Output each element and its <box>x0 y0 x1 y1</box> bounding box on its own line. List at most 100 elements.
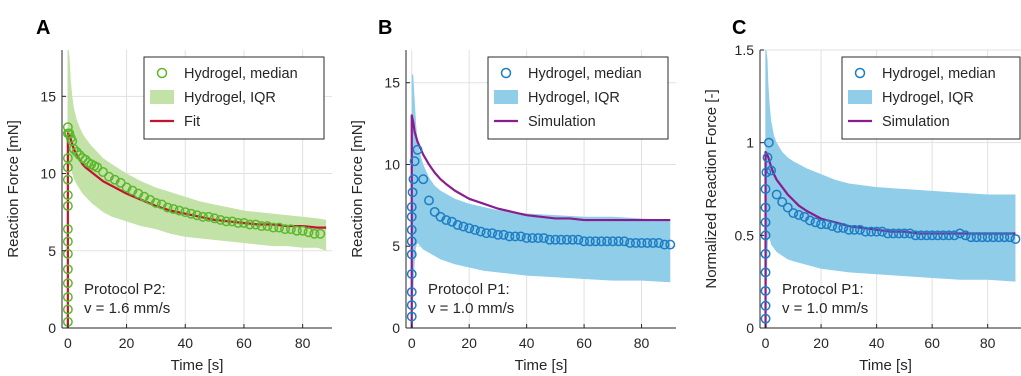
panel-c: C 0 20 40 60 80 0 0.5 1 1.5 Time [s] Normalized Rea… <box>703 17 1021 374</box>
x-axis-label: Time [s] <box>859 357 912 374</box>
legend-entry-label: Hydrogel, median <box>882 66 996 82</box>
median-point <box>406 202 417 212</box>
legend-entry-label: Fit <box>184 114 200 130</box>
median-point <box>832 222 843 233</box>
median-point <box>943 230 954 241</box>
x-tick-label: 80 <box>295 335 311 351</box>
median-point <box>760 184 771 194</box>
median-point <box>197 211 208 222</box>
legend: Hydrogel, median Hydrogel, IQR Simulation <box>487 56 669 140</box>
median-point <box>805 215 815 226</box>
median-point <box>932 230 943 241</box>
legend-marker-swatch <box>156 67 168 79</box>
median-point <box>262 221 273 232</box>
x-tick-label: 20 <box>119 335 135 351</box>
y-tick-label: 10 <box>40 166 56 182</box>
median-point <box>855 224 865 235</box>
median-point <box>544 234 555 245</box>
median-point <box>168 204 179 215</box>
median-point <box>816 219 827 230</box>
median-point <box>209 213 220 224</box>
median-point <box>452 220 463 230</box>
median-point <box>810 217 821 228</box>
median-point <box>625 238 635 248</box>
panel-letter: A <box>36 17 50 39</box>
x-tick-label: 40 <box>519 335 535 351</box>
median-point <box>62 264 73 275</box>
median-point <box>596 236 607 247</box>
median-point <box>285 224 296 235</box>
median-point <box>424 195 434 206</box>
median-point <box>441 215 452 226</box>
median-point <box>888 228 899 239</box>
median-point <box>899 228 910 239</box>
median-point <box>573 234 584 245</box>
protocol-name: Protocol P2: <box>84 281 166 298</box>
median-point <box>838 222 849 233</box>
median-point <box>567 234 578 245</box>
median-point <box>62 236 73 247</box>
median-point <box>239 218 249 228</box>
median-point <box>62 304 73 315</box>
median-point <box>760 217 771 228</box>
plot-area <box>62 50 327 328</box>
y-tick-label: 10 <box>384 156 400 172</box>
median-point <box>412 144 423 155</box>
y-tick-label: 0 <box>392 320 400 336</box>
median-point <box>761 167 772 178</box>
median-point <box>62 278 73 289</box>
median-point <box>139 191 150 202</box>
median-point <box>760 267 771 278</box>
median-point <box>145 194 155 205</box>
median-point <box>62 153 73 164</box>
median-point <box>406 236 417 247</box>
median-point <box>62 292 73 303</box>
median-point <box>893 228 904 239</box>
median-point <box>866 226 877 237</box>
protocol-annotation: Protocol P1: v = 1.0 mm/s <box>428 281 514 317</box>
median-point <box>607 236 618 247</box>
median-point <box>127 185 138 196</box>
median-point <box>760 248 771 259</box>
median-point <box>966 232 976 243</box>
median-point <box>121 182 132 193</box>
median-point <box>843 224 854 235</box>
panel-letter: C <box>732 17 746 39</box>
x-tick-label: 20 <box>813 335 829 351</box>
median-point <box>62 122 73 133</box>
y-tick-label: 15 <box>384 75 400 91</box>
protocol-name: Protocol P1: <box>428 281 510 298</box>
median-point <box>533 233 544 244</box>
legend-marker-swatch <box>854 67 866 79</box>
legend: Hydrogel, median Hydrogel, IQR Fit <box>143 56 325 140</box>
iqr-band <box>765 50 1016 328</box>
y-tick-label: 5 <box>48 243 56 259</box>
median-point <box>418 174 429 185</box>
x-tick-label: 20 <box>461 335 477 351</box>
median-point <box>793 210 804 220</box>
y-tick-label: 0 <box>48 320 56 336</box>
median-markers <box>406 144 676 322</box>
median-point <box>156 199 167 210</box>
x-tick-label: 80 <box>634 335 650 351</box>
legend-entry-label: Hydrogel, IQR <box>882 90 974 106</box>
median-point <box>274 222 285 233</box>
y-tick-label: 0 <box>746 320 754 336</box>
median-point <box>527 233 538 244</box>
y-tick-label: 15 <box>40 88 56 104</box>
panel-b: B 0 20 40 60 80 0 5 10 15 Time [s] Reaction Force [… <box>349 17 676 374</box>
median-point <box>827 221 838 232</box>
median-point <box>642 238 653 248</box>
median-point <box>464 223 475 234</box>
median-point <box>221 216 232 227</box>
y-axis-label: Normalized Reaction Force [-] <box>703 89 720 288</box>
y-axis-label: Reaction Force [mN] <box>349 120 366 258</box>
median-point <box>782 202 793 213</box>
median-point <box>504 231 515 242</box>
median-point <box>636 238 647 248</box>
median-point <box>406 224 417 235</box>
median-point <box>406 287 417 297</box>
protocol-annotation: Protocol P2: v = 1.6 mm/s <box>84 281 170 317</box>
legend: Hydrogel, median Hydrogel, IQR Simulation <box>841 56 1021 140</box>
y-axis-label: Reaction Force [mN] <box>5 120 22 258</box>
